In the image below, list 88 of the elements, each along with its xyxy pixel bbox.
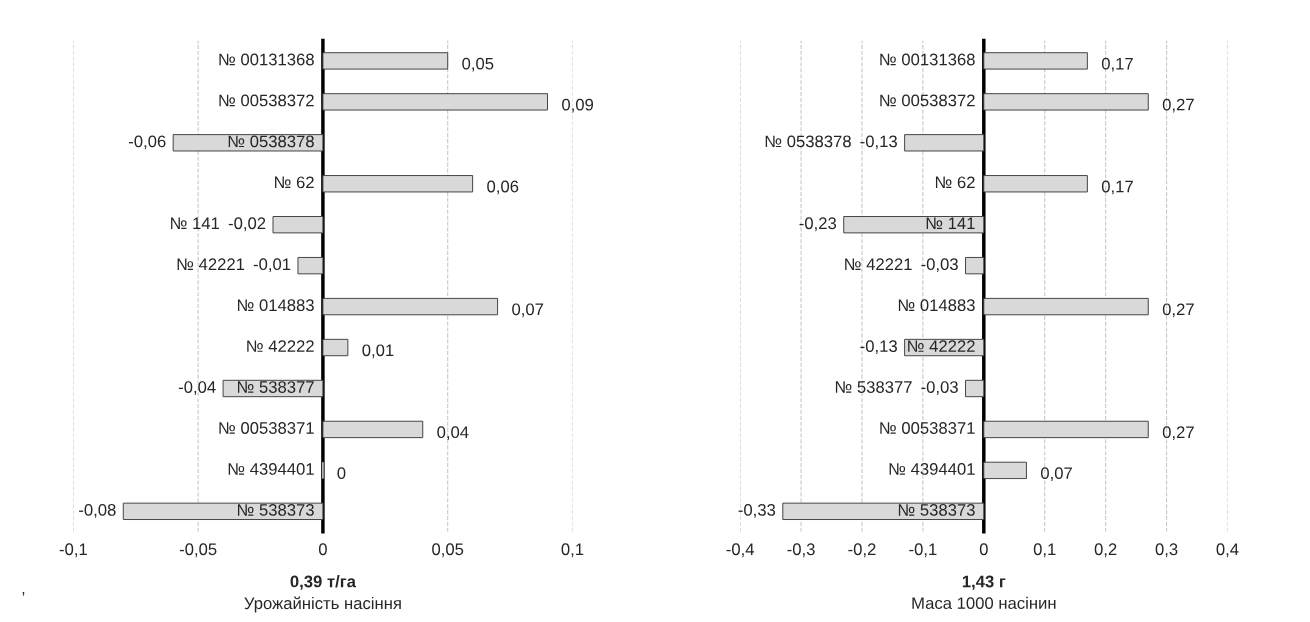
text: Маса 1000 насінин xyxy=(912,596,1056,610)
bar xyxy=(322,93,548,111)
bar xyxy=(983,420,1149,439)
data-label: -0,06 xyxy=(128,135,166,150)
data-label: -0,03 xyxy=(921,381,958,395)
x-tick-label: 0 xyxy=(979,543,988,556)
data-label: -0,02 xyxy=(228,217,266,232)
bar xyxy=(904,134,985,152)
bar xyxy=(983,461,1027,480)
data-label: 0 xyxy=(337,467,346,480)
y-tick-label: № 62 xyxy=(935,176,975,189)
y-tick-label: № 141 xyxy=(171,217,220,230)
data-label: 0,27 xyxy=(1162,303,1194,318)
data-label: -0,03 xyxy=(921,258,958,273)
y-tick-label: № 62 xyxy=(275,176,314,189)
data-label: 0,27 xyxy=(1162,426,1194,441)
y-tick-label: № 538373 xyxy=(898,504,975,516)
bar xyxy=(322,338,349,357)
bar xyxy=(172,134,324,152)
y-tick-label: № 0538378 xyxy=(228,135,314,148)
y-tick-label: № 538373 xyxy=(237,504,314,516)
x-tick-label: 0,3 xyxy=(1155,543,1178,558)
data-label: -0,01 xyxy=(253,258,291,273)
x-tick-label: -0,1 xyxy=(59,543,87,558)
y-tick-label: № 0538378 xyxy=(765,135,851,148)
data-label: 0,27 xyxy=(1162,98,1194,113)
data-label: 0,07 xyxy=(1040,467,1072,481)
y-tick-label: № 42222 xyxy=(908,340,975,352)
text: Урожайність насіння xyxy=(244,596,401,613)
y-tick-label: № 00538372 xyxy=(880,94,975,107)
bar xyxy=(272,216,324,234)
bar xyxy=(983,297,1149,316)
bar xyxy=(297,256,324,275)
bar xyxy=(965,379,985,398)
bar xyxy=(782,502,985,521)
bar xyxy=(983,93,1149,111)
y-tick-label: № 42221 xyxy=(177,258,245,270)
data-label: 0,07 xyxy=(512,303,544,318)
data-label: 0,06 xyxy=(487,180,519,195)
bar xyxy=(983,175,1088,193)
x-tick-label: -0,2 xyxy=(848,543,876,558)
y-tick-label: № 014883 xyxy=(237,299,314,312)
data-label: -0,23 xyxy=(799,217,837,232)
data-label: 0,17 xyxy=(1101,57,1133,72)
data-label: -0,04 xyxy=(178,381,216,395)
x-tick-label: 0 xyxy=(318,543,327,556)
x-tick-label: -0,4 xyxy=(726,543,755,558)
x-tick-label: 0,2 xyxy=(1094,543,1117,558)
bar xyxy=(983,52,1088,70)
bar xyxy=(322,175,474,193)
x-tick-label: 0,05 xyxy=(432,543,464,558)
data-label: -0,13 xyxy=(860,135,897,150)
y-tick-label: № 538377 xyxy=(237,381,314,393)
data-label: 0,17 xyxy=(1101,180,1133,195)
y-tick-label: № 00131368 xyxy=(219,53,314,66)
x-axis-title: 1,43 г xyxy=(962,575,1006,590)
x-tick-label: 0,1 xyxy=(1033,543,1056,558)
y-tick-label: № 00538372 xyxy=(219,94,314,107)
bar xyxy=(322,52,449,70)
data-label: 0,04 xyxy=(437,426,469,441)
bar xyxy=(322,420,424,439)
y-tick-label: № 141 xyxy=(926,217,975,230)
y-tick-label: № 42222 xyxy=(247,340,314,352)
y-tick-label: № 4394401 xyxy=(228,463,314,475)
y-tick-label: № 00538371 xyxy=(880,422,975,434)
x-tick-label: -0,05 xyxy=(179,543,217,558)
bar xyxy=(322,297,499,316)
x-tick-label: -0,1 xyxy=(909,543,937,558)
data-label: 0,01 xyxy=(362,344,394,359)
bar xyxy=(965,256,985,275)
data-label: 0,09 xyxy=(562,98,594,113)
x-tick-label: -0,3 xyxy=(787,543,815,558)
y-tick-label: № 014883 xyxy=(898,299,975,312)
data-label: -0,33 xyxy=(738,504,776,518)
y-tick-label: № 538377 xyxy=(835,381,912,393)
y-tick-label: № 4394401 xyxy=(889,463,975,475)
y-tick-label: № 00538371 xyxy=(219,422,314,434)
bar xyxy=(843,216,985,234)
text: , xyxy=(22,592,25,596)
x-axis-title: 0,39 т/га xyxy=(290,575,357,590)
data-label: -0,08 xyxy=(79,504,116,518)
bar xyxy=(122,502,324,521)
x-tick-label: 0,4 xyxy=(1216,543,1239,558)
x-tick-label: 0,1 xyxy=(561,543,584,558)
y-tick-label: № 42221 xyxy=(845,258,912,270)
y-tick-label: № 00131368 xyxy=(880,53,975,66)
data-label: 0,05 xyxy=(462,57,494,72)
data-label: -0,13 xyxy=(860,340,897,354)
